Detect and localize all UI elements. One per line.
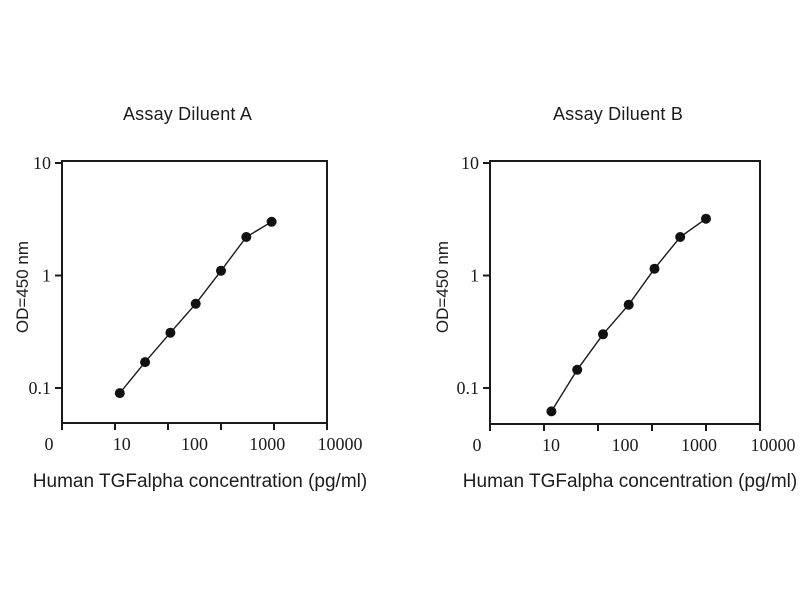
x-tick-label: 0 [45, 434, 54, 454]
plot-area-a: 0 10 100 1000 10000 10 1 0.1 [29, 153, 363, 454]
chart-b-x-axis-label: Human TGFalpha concentration (pg/ml) [462, 471, 798, 492]
data-point [165, 327, 176, 338]
plot-area-b: 0 10 100 1000 10000 10 1 0.1 [457, 153, 796, 455]
x-tick-label: 1000 [681, 435, 717, 455]
x-tick-label: 0 [473, 435, 482, 455]
data-point [216, 265, 226, 276]
y-tick-label: 0.1 [457, 378, 480, 398]
chart-a-x-axis-label: Human TGFalpha concentration (pg/ml) [32, 471, 368, 492]
axes-frame [489, 160, 761, 425]
data-point [675, 232, 686, 242]
data-point [140, 357, 151, 368]
x-tick-label: 100 [612, 435, 639, 455]
x-tick-label: 100 [181, 434, 208, 454]
data-point [241, 232, 252, 242]
data-point [572, 364, 583, 375]
chart-a-y-axis-label: OD=450 nm [13, 240, 32, 334]
y-tick-label: 0.1 [29, 378, 52, 398]
data-point [266, 216, 277, 227]
y-tick-label: 1 [470, 266, 479, 286]
axes-frame [61, 160, 328, 424]
x-tick-label: 10 [113, 434, 131, 454]
x-tick-label: 1000 [249, 434, 285, 454]
x-tick-label: 10 [542, 435, 560, 455]
chart-b-y-axis-label: OD=450 nm [433, 240, 452, 334]
y-tick-label: 10 [33, 153, 51, 173]
data-point [190, 298, 201, 309]
data-point [114, 388, 125, 399]
chart-a-title: Assay Diluent A [122, 104, 253, 124]
data-point [546, 406, 557, 417]
data-point [649, 263, 660, 274]
data-point [623, 299, 634, 310]
y-tick-label: 1 [42, 266, 51, 286]
x-tick-label: 10000 [751, 435, 796, 455]
data-point [598, 329, 608, 340]
data-point [701, 213, 711, 224]
standard-curve-line [550, 218, 707, 412]
x-tick-label: 10000 [318, 434, 363, 454]
y-tick-label: 10 [461, 153, 479, 173]
chart-b-title: Assay Diluent B [552, 104, 684, 124]
